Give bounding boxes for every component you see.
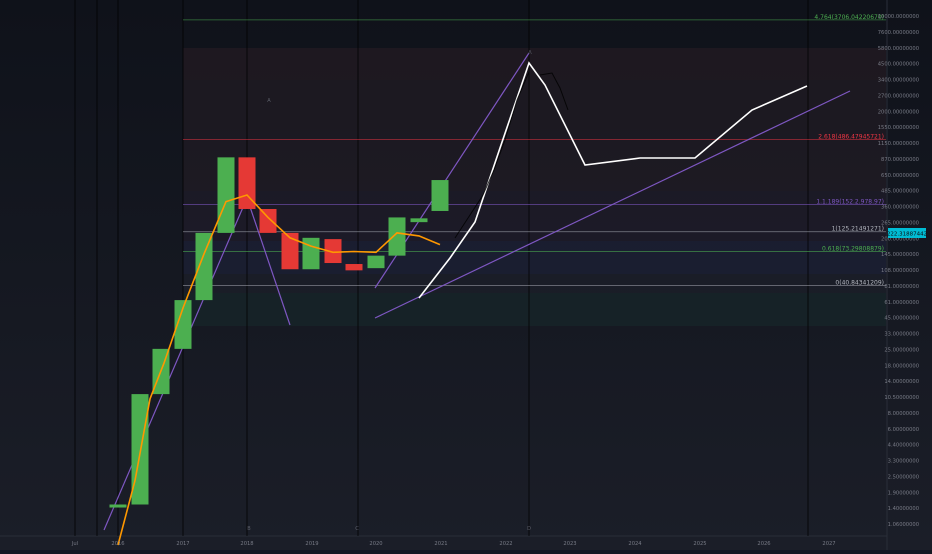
price-tick-label: 61.00000000 [884, 300, 919, 306]
fib-level-label: 1(125.21491271) [832, 226, 884, 233]
fib-zone-mid [183, 191, 886, 241]
price-tick-label: 2000.00000000 [878, 109, 919, 115]
fib-level-label: 1.1.189(152.2.978.97) [816, 198, 884, 205]
trend-line [374, 90, 851, 319]
price-tick-label: 6.00000000 [888, 427, 919, 433]
price-tick-label: 1.06000000 [888, 522, 919, 528]
time-tick-label: 2018 [240, 541, 253, 547]
price-tick-label: 4500.00000000 [878, 62, 919, 68]
price-tick-label: 200.00000000 [881, 236, 919, 242]
time-tick-label: 2019 [305, 541, 318, 547]
candle[interactable] [281, 232, 299, 270]
time-tick-label: 2021 [434, 541, 447, 547]
candle[interactable] [195, 232, 213, 301]
price-tick-label: 1150.00000000 [878, 141, 919, 147]
time-tick-label: 2016 [111, 541, 124, 547]
price-tick-label: 3400.00000000 [878, 78, 919, 84]
price-tick-label: 18.00000000 [884, 363, 919, 369]
annotation-mark: C [355, 526, 359, 532]
projection-path [418, 61, 808, 299]
price-tick-label: 5800.00000000 [878, 46, 919, 52]
price-tick-label: 7600.00000000 [878, 30, 919, 36]
candle[interactable] [345, 264, 363, 271]
price-tick-label: 4.40000000 [888, 443, 919, 449]
price-tick-label: 360.00000000 [881, 205, 919, 211]
vertical-lines [74, 0, 809, 536]
price-tick-label: 1.40000000 [888, 506, 919, 512]
time-tick-label: 2020 [369, 541, 382, 547]
price-tick-label: 1550.00000000 [878, 125, 919, 131]
annotations: Λ A B C D [247, 50, 532, 532]
price-tick-label: 14.00000000 [884, 379, 919, 385]
candle[interactable] [174, 300, 192, 349]
time-tick-label: 2017 [176, 541, 189, 547]
candle[interactable] [302, 237, 320, 270]
fib-level-label: 0(40.84341209) [835, 279, 884, 286]
price-tick-label: 1.90000000 [888, 490, 919, 496]
candle[interactable] [259, 208, 277, 233]
time-axis: Jul 2016 2017 2018 2019 2020 2021 2022 2023 2024 2… [71, 541, 836, 547]
moving-average-line [117, 194, 441, 546]
ghost-line [539, 72, 569, 111]
time-tick-label: 2026 [757, 541, 770, 547]
fib-levels: 5.382(6161.89659665)4.764(3706.04220670)… [183, 14, 886, 286]
projection-line [418, 61, 808, 299]
price-tick-label: 265.00000000 [881, 220, 919, 226]
trend-line [246, 197, 291, 326]
fib-level-label: 0.618(73.29808879) [822, 245, 884, 252]
price-tick-label: 650.00000000 [881, 173, 919, 179]
price-axis: 10000.0000000 7600.00000000 5800.00000000 4… [878, 14, 919, 528]
price-tick-label: 25.00000000 [884, 347, 919, 353]
trend-line [103, 197, 248, 531]
price-tick-label: 485.00000000 [881, 189, 919, 195]
annotation-mark: B [247, 526, 251, 532]
candle[interactable] [388, 217, 406, 256]
fib-zone-purple [183, 241, 886, 274]
price-tick-label: 10000.0000000 [878, 14, 919, 20]
fib-level-label: 4.764(3706.04220670) [814, 14, 884, 21]
price-label-text: 222.31887442 [887, 232, 927, 238]
fib-level-label: 2.618(486.47945721) [818, 134, 884, 141]
price-tick-label: 33.00000000 [884, 332, 919, 338]
candle[interactable] [324, 239, 342, 264]
price-tick-label: 145.00000000 [881, 252, 919, 258]
annotation-mark: Λ [528, 50, 532, 56]
candle[interactable] [217, 157, 235, 233]
price-label-box [888, 228, 926, 238]
candle[interactable] [367, 255, 385, 269]
price-tick-label: 10.50000000 [884, 395, 919, 401]
fib-zone-upper [183, 80, 886, 191]
price-tick-label: 108.00000000 [881, 268, 919, 274]
ghost-line [454, 71, 530, 239]
candle[interactable] [109, 504, 127, 508]
price-tick-label: 2700.00000000 [878, 93, 919, 99]
time-tick-label: 2023 [563, 541, 576, 547]
price-tick-label: 45.00000000 [884, 316, 919, 322]
annotation-mark: D [527, 526, 531, 532]
time-tick-label: 2027 [822, 541, 835, 547]
candle[interactable] [410, 218, 428, 223]
price-tick-label: 2.50000000 [888, 474, 919, 480]
time-tick-label: Jul [71, 541, 78, 547]
fib-zone-grey [183, 274, 886, 293]
moving-average [117, 194, 441, 546]
time-tick-label: 2024 [628, 541, 642, 547]
time-tick-label: 2025 [693, 541, 706, 547]
price-tick-label: 8.00000000 [888, 411, 919, 417]
fib-zone-green [183, 293, 886, 326]
price-tick-label: 81.00000000 [884, 284, 919, 290]
time-tick-label: 2022 [499, 541, 512, 547]
price-label: 222.31887442 [887, 228, 927, 238]
price-tick-label: 870.00000000 [881, 157, 919, 163]
annotation-mark: A [267, 98, 271, 104]
price-tick-label: 3.30000000 [888, 459, 919, 465]
candle[interactable] [431, 180, 449, 211]
candles[interactable] [109, 157, 449, 508]
fib-zone-top [183, 48, 886, 80]
